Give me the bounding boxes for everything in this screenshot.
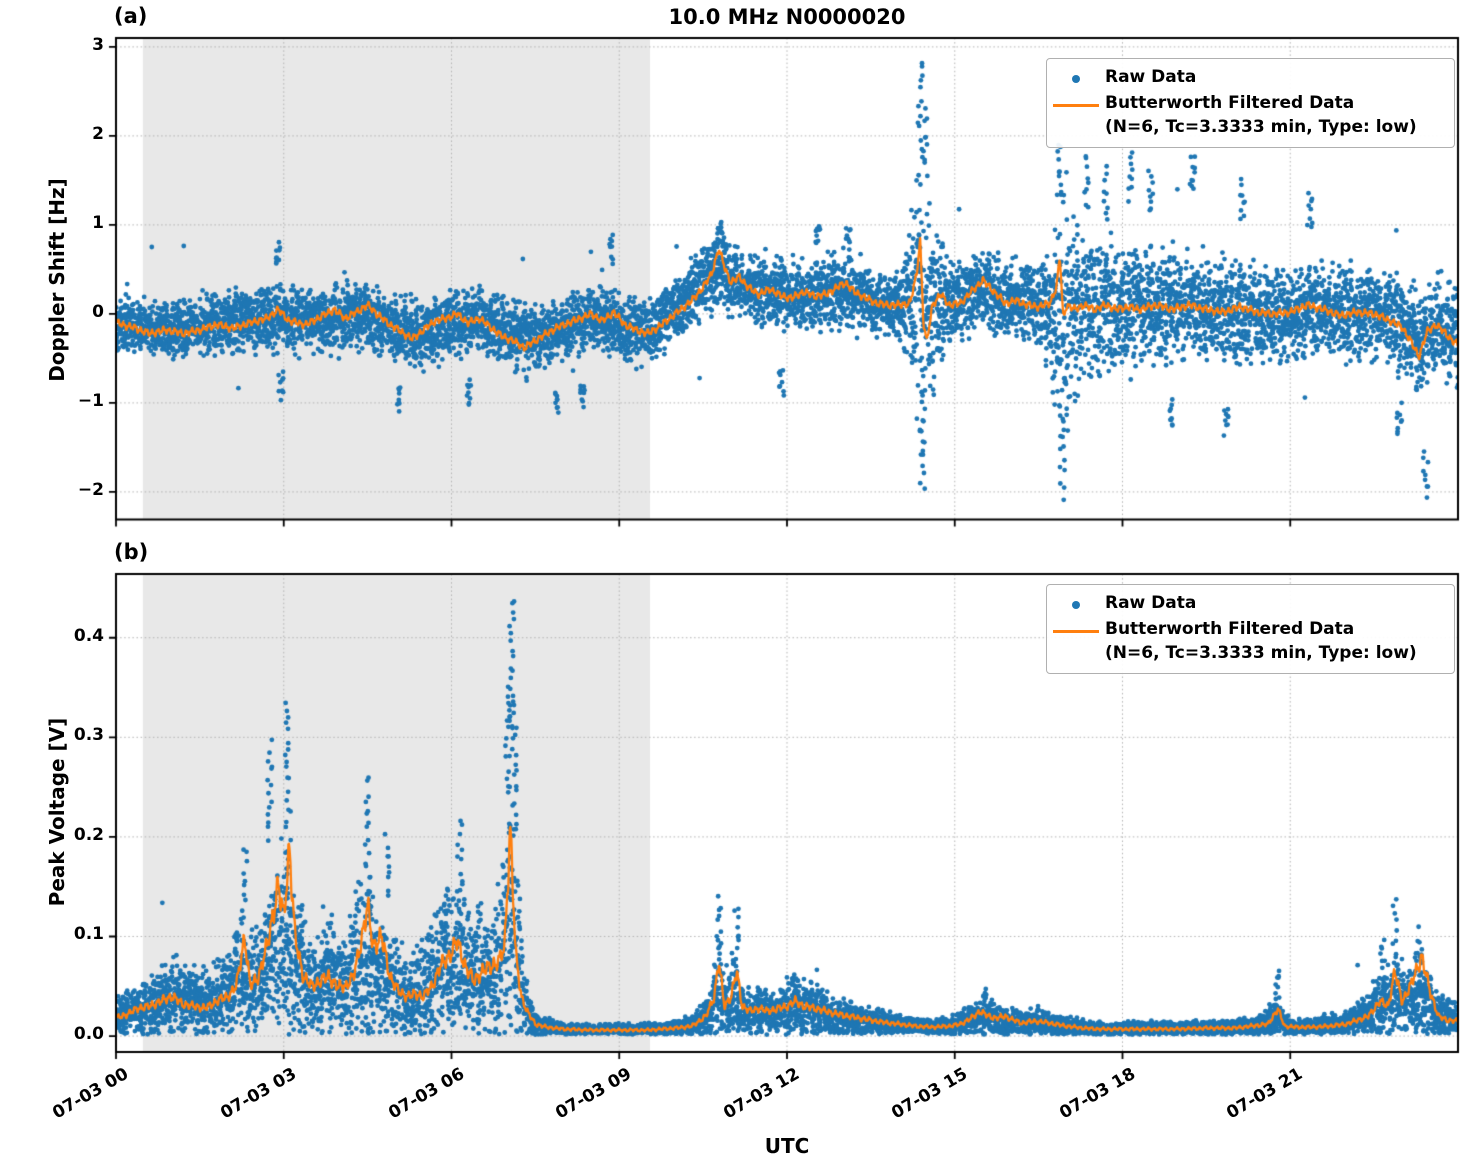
y-tick-label: 0.1 xyxy=(73,924,104,945)
y-axis-label-a: Doppler Shift [Hz] xyxy=(45,178,69,382)
legend-b: Raw Data Butterworth Filtered Data (N=6, … xyxy=(1046,584,1455,674)
legend-b-raw-row: Raw Data xyxy=(1047,592,1444,618)
legend-filtered-label: Butterworth Filtered Data (N=6, Tc=3.3333… xyxy=(1105,618,1417,666)
legend-filtered-label-line1: Butterworth Filtered Data xyxy=(1105,619,1355,639)
y-tick-label: 1 xyxy=(92,212,104,233)
line-icon xyxy=(1053,103,1099,107)
y-tick-label: 0.4 xyxy=(73,625,104,646)
y-tick-label: 0 xyxy=(92,301,104,322)
y-tick-label: 0.0 xyxy=(73,1024,104,1045)
legend-b-filtered-row: Butterworth Filtered Data (N=6, Tc=3.3333… xyxy=(1047,618,1444,666)
raw-data-marker-icon xyxy=(1047,592,1105,618)
y-tick-label: 2 xyxy=(92,123,104,144)
legend-filtered-label-line2: (N=6, Tc=3.3333 min, Type: low) xyxy=(1105,642,1417,663)
legend-a-raw-row: Raw Data xyxy=(1047,66,1444,92)
legend-a-filtered-row: Butterworth Filtered Data (N=6, Tc=3.3333… xyxy=(1047,92,1444,140)
y-tick-label: −2 xyxy=(77,479,104,500)
y-tick-label: 0.3 xyxy=(73,725,104,746)
filtered-line-marker-icon xyxy=(1047,92,1105,118)
panel-a-tag: (a) xyxy=(114,4,148,28)
filtered-line-marker-icon xyxy=(1047,618,1105,644)
dot-icon xyxy=(1072,75,1080,83)
figure-title: 10.0 MHz N0000020 xyxy=(668,5,906,29)
legend-a: Raw Data Butterworth Filtered Data (N=6, … xyxy=(1046,58,1455,148)
panel-b-tag: (b) xyxy=(114,540,149,564)
legend-filtered-label: Butterworth Filtered Data (N=6, Tc=3.3333… xyxy=(1105,92,1417,140)
x-axis-label: UTC xyxy=(764,1134,810,1158)
dot-icon xyxy=(1072,601,1080,609)
y-axis-label-b: Peak Voltage [V] xyxy=(45,717,69,907)
legend-raw-label: Raw Data xyxy=(1105,593,1197,613)
y-tick-label: 0.2 xyxy=(73,824,104,845)
line-icon xyxy=(1053,629,1099,633)
legend-filtered-label-line1: Butterworth Filtered Data xyxy=(1105,93,1355,113)
y-tick-label: 3 xyxy=(92,34,104,55)
legend-filtered-label-line2: (N=6, Tc=3.3333 min, Type: low) xyxy=(1105,116,1417,137)
y-tick-label: −1 xyxy=(77,390,104,411)
raw-data-marker-icon xyxy=(1047,66,1105,92)
legend-raw-label: Raw Data xyxy=(1105,67,1197,87)
